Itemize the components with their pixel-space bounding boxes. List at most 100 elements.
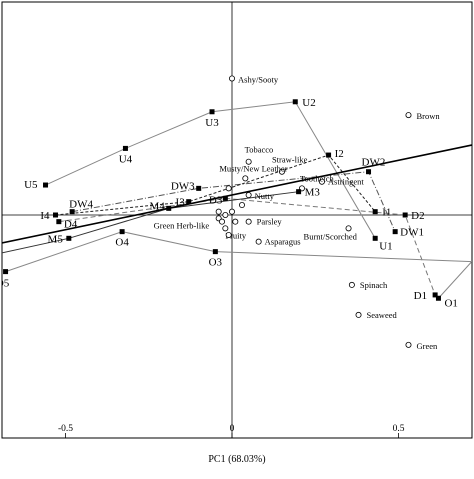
sample-label-o5: O5 bbox=[0, 278, 10, 290]
sample-marker-d2 bbox=[402, 212, 408, 218]
plot-frame bbox=[1, 1, 473, 439]
sample-label-i3: I3 bbox=[176, 197, 186, 209]
sample-marker-u5 bbox=[43, 182, 49, 188]
attribute-marker-19 bbox=[222, 211, 229, 218]
attribute-label: Fruity bbox=[225, 230, 247, 240]
sample-label-dw4: DW4 bbox=[69, 199, 93, 211]
attribute-label: Astringent bbox=[328, 177, 365, 187]
attribute-label: Toothetch bbox=[300, 173, 335, 183]
sample-marker-dw3 bbox=[196, 185, 202, 191]
sample-marker-m4 bbox=[166, 205, 172, 211]
attribute-marker-burnt-scorched bbox=[345, 225, 352, 232]
sample-label-m3: M3 bbox=[305, 187, 321, 199]
sample-label-m4: M4 bbox=[149, 200, 165, 212]
attribute-label: Straw-like bbox=[272, 155, 308, 165]
series-line-d bbox=[58, 197, 436, 296]
attribute-marker-parsley bbox=[245, 218, 252, 225]
series-line-o bbox=[5, 231, 472, 299]
attribute-marker-21 bbox=[232, 218, 239, 225]
sample-marker-dw1 bbox=[392, 229, 398, 235]
attribute-marker-astringent bbox=[318, 178, 325, 185]
sample-marker-m5 bbox=[66, 235, 72, 241]
plot-border bbox=[1, 1, 473, 439]
attribute-marker-green bbox=[405, 341, 412, 348]
sample-marker-d1 bbox=[432, 292, 438, 298]
attribute-marker-17 bbox=[238, 202, 245, 209]
x-tick-label: -0.5 bbox=[58, 424, 73, 434]
sample-label-d4: D4 bbox=[64, 219, 78, 231]
sample-marker-m3 bbox=[296, 189, 302, 195]
attribute-label: Musty/New Leather bbox=[219, 163, 287, 173]
attribute-label: Parsley bbox=[257, 217, 283, 227]
sample-label-o4: O4 bbox=[115, 237, 129, 249]
sample-label-u1: U1 bbox=[379, 240, 392, 252]
sample-marker-u4 bbox=[122, 145, 128, 151]
sample-label-i4: I4 bbox=[40, 210, 50, 222]
trend-line-path bbox=[2, 144, 472, 244]
attribute-marker-ashy-sooty bbox=[228, 75, 235, 82]
sample-label-o3: O3 bbox=[209, 257, 223, 269]
sample-marker-dw2 bbox=[366, 169, 372, 175]
series-line-dw bbox=[72, 171, 396, 232]
sample-marker-u1 bbox=[372, 235, 378, 241]
sample-label-u5: U5 bbox=[24, 179, 38, 191]
sample-label-dw1: DW1 bbox=[400, 227, 424, 239]
attribute-marker-asparagus bbox=[255, 238, 262, 245]
sample-label-d1: D1 bbox=[414, 290, 427, 302]
sample-label-dw3: DW3 bbox=[171, 180, 195, 192]
attribute-marker-straw-like bbox=[278, 168, 285, 175]
series-line-i bbox=[55, 154, 376, 216]
sample-marker-o5 bbox=[3, 269, 9, 275]
x-axis-ticks: -0.5 0 0.5 bbox=[58, 424, 405, 438]
sample-label-i2: I2 bbox=[335, 148, 344, 160]
trend-line bbox=[2, 144, 472, 244]
sample-points: U2 U3 U4 U5 U1 I2 I1 I3 I4 DW2 DW1 DW3 DW4 D2 D1 D3 D4 M3… bbox=[0, 97, 458, 309]
attribute-marker-tobacco bbox=[245, 158, 252, 165]
attribute-marker-18 bbox=[228, 208, 235, 215]
x-tick-label: 0.5 bbox=[393, 424, 405, 434]
sample-marker-dw4 bbox=[69, 209, 75, 215]
sample-marker-i4 bbox=[53, 212, 59, 218]
attribute-label: Tobacco bbox=[245, 145, 274, 155]
attribute-marker-20 bbox=[215, 208, 222, 215]
sample-label-m5: M5 bbox=[48, 233, 64, 245]
attribute-marker-22 bbox=[219, 218, 226, 225]
sample-marker-u2 bbox=[292, 99, 298, 105]
sample-label-u4: U4 bbox=[119, 153, 133, 165]
sample-marker-d4 bbox=[56, 219, 62, 225]
attribute-label: Nutty bbox=[255, 191, 275, 201]
sample-marker-o4 bbox=[119, 229, 125, 235]
sample-label-u3: U3 bbox=[205, 117, 219, 129]
x-tick-label: 0 bbox=[230, 424, 235, 434]
attribute-label: Ashy/Sooty bbox=[238, 74, 279, 84]
attribute-label: Burnt/Scorched bbox=[304, 231, 358, 241]
attribute-marker-nutty bbox=[245, 192, 252, 199]
attribute-marker-brown bbox=[405, 112, 412, 119]
attribute-marker-seaweed bbox=[355, 311, 362, 318]
sample-label-d3: D3 bbox=[209, 194, 223, 206]
attribute-marker-23 bbox=[225, 231, 232, 238]
sample-marker-d3 bbox=[222, 195, 228, 201]
sample-label-d2: D2 bbox=[411, 210, 424, 222]
attribute-marker-spinach bbox=[348, 281, 355, 288]
series-line-m bbox=[2, 191, 299, 254]
sample-marker-i1 bbox=[372, 209, 378, 215]
sample-marker-u3 bbox=[209, 109, 215, 115]
attribute-label: Green bbox=[416, 341, 438, 351]
sample-label-u2: U2 bbox=[302, 97, 315, 109]
x-axis-title: PC1 (68.03%) bbox=[208, 454, 265, 465]
attribute-marker-musty-new-leather bbox=[242, 175, 249, 182]
attribute-label: Brown bbox=[416, 111, 440, 121]
attribute-label: Spinach bbox=[360, 280, 388, 290]
attribute-marker-fruity bbox=[222, 225, 229, 232]
attribute-label: Asparagus bbox=[265, 237, 301, 247]
attribute-marker-16 bbox=[225, 185, 232, 192]
sample-label-i1: I1 bbox=[382, 207, 391, 219]
sample-marker-o1 bbox=[435, 295, 441, 301]
sample-label-dw2: DW2 bbox=[362, 157, 386, 169]
sample-marker-o3 bbox=[212, 249, 218, 255]
attribute-label: Green Herb-like bbox=[154, 220, 210, 230]
attribute-points: Ashy/Sooty Brown TobaccoStraw-likeMusty/Ne… bbox=[154, 74, 441, 350]
